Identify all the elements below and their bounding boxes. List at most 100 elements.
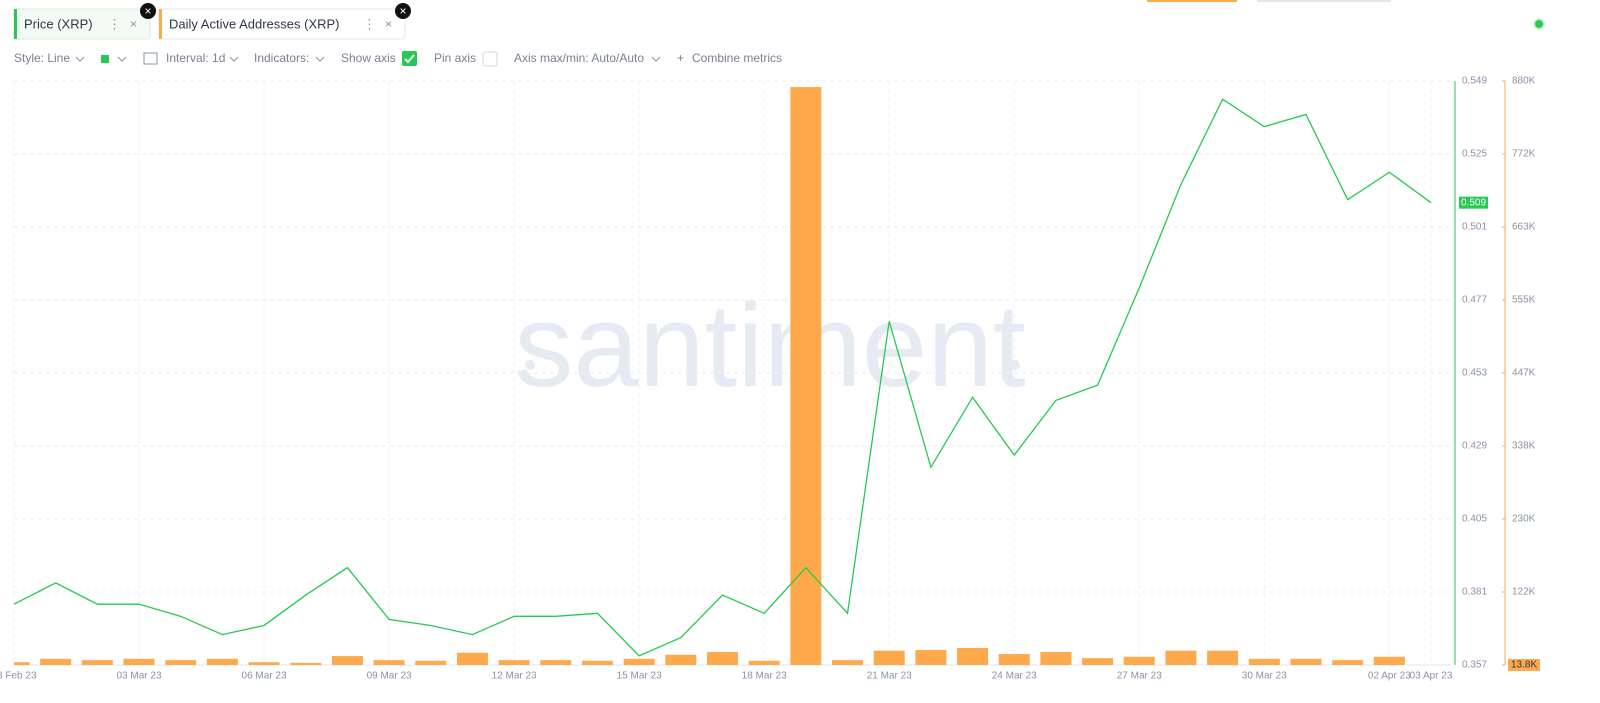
- bar: [456, 652, 488, 665]
- y2-tick-label: 663K: [1512, 222, 1536, 233]
- y-tick-label: 0.429: [1462, 441, 1487, 452]
- x-tick-label: 27 Mar 23: [1117, 671, 1162, 682]
- bar: [1082, 658, 1114, 665]
- chevron: [315, 56, 325, 62]
- bar: [873, 650, 905, 665]
- remove-icon: ×: [399, 4, 406, 18]
- tab[interactable]: Price (XRP) ⋮ ×: [13, 8, 151, 40]
- chevron: [75, 56, 85, 62]
- bar: [373, 660, 405, 665]
- style-select[interactable]: Style: Line: [14, 51, 70, 65]
- y-tick-label: 0.381: [1462, 587, 1487, 598]
- x-tick-label: 03 Apr 23: [1410, 671, 1453, 682]
- y2-tick-label: 122K: [1512, 587, 1536, 598]
- pin-axis-label[interactable]: Pin axis: [434, 51, 476, 65]
- combine-button[interactable]: Combine metrics: [692, 51, 782, 65]
- y-tick-label: 0.525: [1462, 149, 1487, 160]
- y2-tick-label: 772K: [1512, 149, 1536, 160]
- bar: [123, 658, 155, 665]
- bar: [248, 662, 280, 665]
- bar: [1373, 656, 1405, 665]
- x-tick-label: 21 Mar 23: [867, 671, 912, 682]
- bar: [1123, 656, 1155, 665]
- bar: [665, 654, 697, 665]
- plot: 0.357 0.381 0.405 0.429 0.453 0.477 0.501 0.525…: [0, 76, 1540, 682]
- bar: [790, 87, 822, 666]
- x-tick-label: 03 Mar 23: [117, 671, 162, 682]
- show-axis-checkbox[interactable]: [402, 51, 417, 66]
- indicators-select[interactable]: Indicators:: [254, 51, 309, 65]
- show-axis-label[interactable]: Show axis: [341, 51, 396, 65]
- bar: [832, 660, 864, 665]
- color-picker[interactable]: [101, 55, 109, 63]
- y-tick-label: 0.405: [1462, 514, 1487, 525]
- bar: [1248, 658, 1280, 665]
- y2-tick-label: 880K: [1512, 76, 1536, 87]
- bar: [1332, 660, 1364, 665]
- bar: [415, 660, 447, 665]
- interval-select[interactable]: Interval: 1d: [166, 51, 225, 65]
- watermark-dot: [1010, 360, 1020, 370]
- y2-tick-label: 338K: [1512, 441, 1536, 452]
- x-tick-label: 12 Mar 23: [492, 671, 537, 682]
- bar: [290, 662, 322, 665]
- decoration: [1147, 0, 1237, 2]
- y-tick-label: 0.549: [1462, 76, 1487, 87]
- calendar-icon: [143, 52, 158, 65]
- axis-badge: [1508, 659, 1540, 671]
- tab[interactable]: Daily Active Addresses (XRP) ⋮ ×: [158, 8, 406, 40]
- last-value-label: 0.509: [1461, 197, 1486, 208]
- chevron: [229, 56, 239, 62]
- close-icon: ×: [385, 17, 392, 31]
- bar: [1207, 650, 1239, 665]
- axis-minmax-select[interactable]: Axis max/min: Auto/Auto: [514, 51, 644, 65]
- bar: [40, 658, 72, 665]
- bar: [581, 660, 613, 665]
- value-badge: [1459, 196, 1488, 209]
- y-tick-label: 0.357: [1462, 660, 1487, 671]
- watermark: santiment: [514, 280, 1026, 412]
- bar: [957, 648, 989, 665]
- bar: [1165, 650, 1197, 665]
- x-tick-label: 09 Mar 23: [367, 671, 412, 682]
- x-tick-label: 18 Mar 23: [742, 671, 787, 682]
- x-tick-label: 30 Mar 23: [1242, 671, 1287, 682]
- decoration: [1257, 0, 1391, 2]
- bar: [165, 660, 197, 665]
- bar: [1040, 652, 1072, 665]
- menu-icon: ⋮: [363, 16, 376, 31]
- remove-button[interactable]: [140, 3, 156, 19]
- y-tick-label: 0.501: [1462, 222, 1487, 233]
- watermark-dot: [525, 360, 535, 370]
- remove-button[interactable]: [395, 3, 411, 19]
- check: [404, 54, 415, 64]
- y2-tick-label: 230K: [1512, 514, 1536, 525]
- y-tick-label: 0.453: [1462, 368, 1487, 379]
- x-tick-label: 02 Apr 23: [1368, 671, 1411, 682]
- y2-tick-label: 13.8K: [1511, 660, 1537, 671]
- pin-axis-checkbox[interactable]: [482, 51, 498, 67]
- x-tick-label: 15 Mar 23: [617, 671, 662, 682]
- chevron: [117, 56, 127, 62]
- bar: [707, 652, 738, 665]
- chevron: [651, 56, 661, 62]
- menu-icon: ⋮: [108, 16, 121, 31]
- bar: [915, 650, 947, 665]
- remove-icon: ×: [144, 4, 151, 18]
- bar: [331, 656, 363, 665]
- bar: [748, 660, 780, 665]
- close-icon: ×: [130, 17, 137, 31]
- bar: [206, 658, 238, 665]
- line: [13, 98, 1432, 657]
- y2-tick-label: 447K: [1512, 368, 1536, 379]
- x-tick-label: 28 Feb 23: [0, 671, 37, 682]
- x-tick-label: 24 Mar 23: [992, 671, 1037, 682]
- bar: [1290, 658, 1322, 665]
- status-dot: [1533, 18, 1545, 30]
- bar: [498, 660, 530, 665]
- tab-marker: [14, 9, 17, 39]
- tab-marker: [159, 9, 162, 39]
- plus-icon: +: [677, 51, 684, 65]
